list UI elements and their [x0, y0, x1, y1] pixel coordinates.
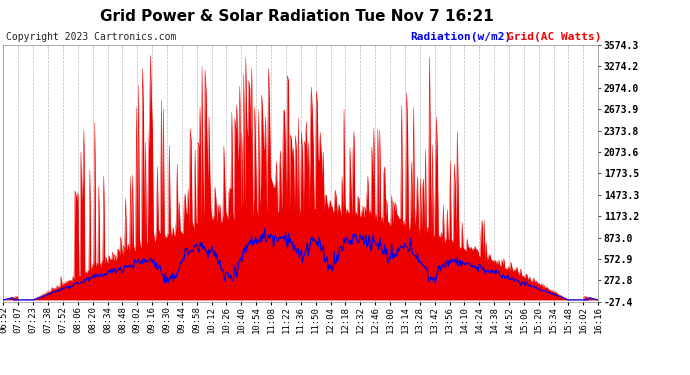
- Text: Grid Power & Solar Radiation Tue Nov 7 16:21: Grid Power & Solar Radiation Tue Nov 7 1…: [100, 9, 493, 24]
- Text: Radiation(w/m2): Radiation(w/m2): [411, 32, 512, 42]
- Text: Grid(AC Watts): Grid(AC Watts): [507, 32, 602, 42]
- Text: Copyright 2023 Cartronics.com: Copyright 2023 Cartronics.com: [6, 32, 176, 42]
